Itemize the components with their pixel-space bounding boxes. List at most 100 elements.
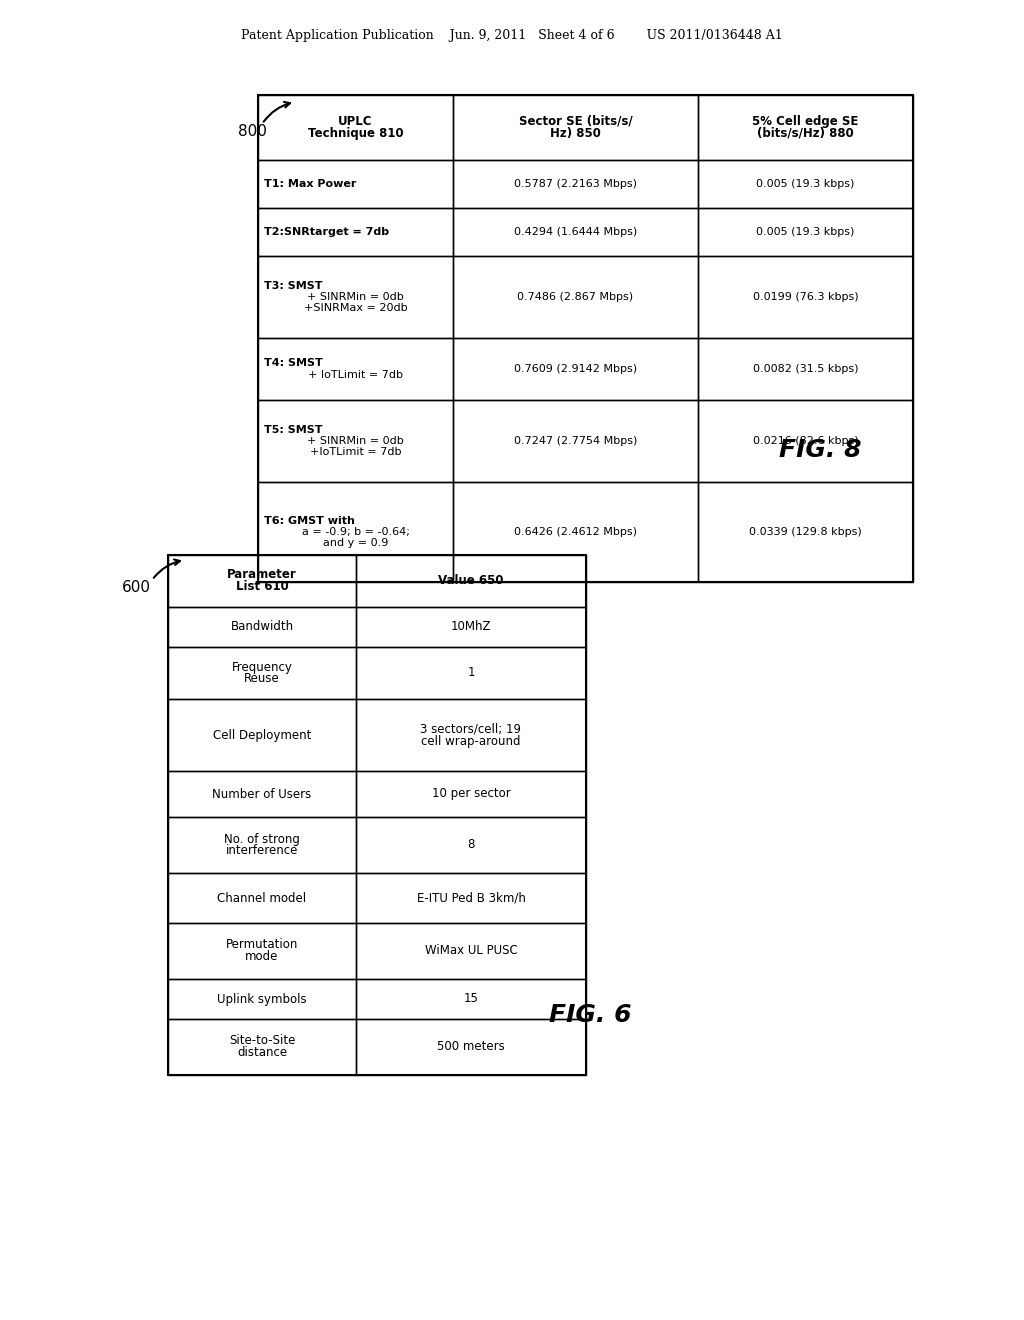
Bar (356, 700, 586, 771)
Text: 0.7247 (2.7754 Mbps): 0.7247 (2.7754 Mbps) (514, 436, 637, 446)
Text: Reuse: Reuse (244, 672, 280, 685)
Text: Permutation: Permutation (226, 939, 298, 952)
Bar (356, 771, 586, 817)
Text: T6: GMST with: T6: GMST with (264, 516, 355, 525)
Text: Value 650: Value 650 (438, 574, 504, 587)
Text: Number of Users: Number of Users (212, 788, 311, 800)
Text: 0.005 (19.3 kbps): 0.005 (19.3 kbps) (757, 180, 855, 189)
Bar (453, 338, 698, 400)
Text: 8: 8 (467, 838, 475, 851)
Text: List 610: List 610 (236, 581, 289, 594)
Bar (258, 256, 453, 338)
Text: T1: Max Power: T1: Max Power (264, 180, 356, 189)
Text: distance: distance (237, 1047, 287, 1060)
Bar (698, 482, 913, 582)
Text: 0.7609 (2.9142 Mbps): 0.7609 (2.9142 Mbps) (514, 364, 637, 374)
Bar (453, 160, 698, 209)
Text: 0.005 (19.3 kbps): 0.005 (19.3 kbps) (757, 227, 855, 238)
Text: 0.0216 (82.6 kbps): 0.0216 (82.6 kbps) (753, 436, 858, 446)
Bar (168, 923, 356, 979)
Bar (453, 209, 698, 256)
Text: 10MhZ: 10MhZ (451, 620, 492, 634)
Text: Sector SE (bits/s/: Sector SE (bits/s/ (519, 115, 632, 128)
Bar (698, 160, 913, 209)
Text: E-ITU Ped B 3km/h: E-ITU Ped B 3km/h (417, 891, 525, 904)
Text: 3 sectors/cell; 19: 3 sectors/cell; 19 (421, 722, 521, 735)
Text: 800: 800 (238, 124, 267, 140)
Text: cell wrap-around: cell wrap-around (421, 734, 521, 747)
Text: Cell Deployment: Cell Deployment (213, 729, 311, 742)
Text: 0.7486 (2.867 Mbps): 0.7486 (2.867 Mbps) (517, 292, 634, 302)
Text: UPLC: UPLC (338, 115, 373, 128)
Text: + SINRMin = 0db: + SINRMin = 0db (307, 436, 403, 446)
Text: T3: SMST: T3: SMST (264, 281, 323, 290)
Bar (168, 700, 356, 771)
Text: and y = 0.9: and y = 0.9 (323, 539, 388, 548)
Text: interference: interference (226, 845, 298, 858)
Bar (453, 95, 698, 160)
Text: FIG. 6: FIG. 6 (549, 1003, 631, 1027)
Text: 0.4294 (1.6444 Mbps): 0.4294 (1.6444 Mbps) (514, 227, 637, 238)
Bar (168, 771, 356, 817)
Bar (168, 1019, 356, 1074)
Bar (698, 338, 913, 400)
Text: No. of strong: No. of strong (224, 833, 300, 846)
Text: Bandwidth: Bandwidth (230, 620, 294, 634)
Bar (258, 482, 453, 582)
Text: +SINRMax = 20db: +SINRMax = 20db (304, 304, 408, 313)
Text: + IoTLimit = 7db: + IoTLimit = 7db (308, 370, 403, 380)
Text: Uplink symbols: Uplink symbols (217, 993, 307, 1006)
Text: 5% Cell edge SE: 5% Cell edge SE (753, 115, 859, 128)
Text: 0.0082 (31.5 kbps): 0.0082 (31.5 kbps) (753, 364, 858, 374)
Text: 15: 15 (464, 993, 478, 1006)
Bar (356, 1019, 586, 1074)
Text: Site-to-Site: Site-to-Site (228, 1035, 295, 1048)
Text: 0.0339 (129.8 kbps): 0.0339 (129.8 kbps) (750, 527, 862, 537)
Bar (356, 817, 586, 873)
Bar (168, 817, 356, 873)
Text: (bits/s/Hz) 880: (bits/s/Hz) 880 (757, 127, 854, 140)
Bar (698, 400, 913, 482)
Bar (168, 554, 586, 1074)
Bar (168, 873, 356, 923)
Text: 0.0199 (76.3 kbps): 0.0199 (76.3 kbps) (753, 292, 858, 302)
Bar (453, 256, 698, 338)
Bar (258, 400, 453, 482)
Bar (258, 95, 453, 160)
Text: Frequency: Frequency (231, 660, 293, 673)
Text: + SINRMin = 0db: + SINRMin = 0db (307, 292, 403, 302)
Bar (356, 873, 586, 923)
Bar (258, 338, 453, 400)
Text: a = -0.9; b = -0.64;: a = -0.9; b = -0.64; (301, 527, 410, 537)
Text: T5: SMST: T5: SMST (264, 425, 323, 436)
Bar (453, 482, 698, 582)
Bar (698, 209, 913, 256)
Bar (258, 209, 453, 256)
Text: +IoTLimit = 7db: +IoTLimit = 7db (309, 447, 401, 457)
Bar (356, 979, 586, 1019)
Text: FIG. 8: FIG. 8 (778, 438, 861, 462)
Text: 600: 600 (122, 581, 151, 595)
Text: Patent Application Publication    Jun. 9, 2011   Sheet 4 of 6        US 2011/013: Patent Application Publication Jun. 9, 2… (241, 29, 783, 41)
Bar (168, 554, 356, 607)
Text: WiMax UL PUSC: WiMax UL PUSC (425, 945, 517, 957)
Bar (168, 979, 356, 1019)
Bar (356, 647, 586, 700)
Text: 0.5787 (2.2163 Mbps): 0.5787 (2.2163 Mbps) (514, 180, 637, 189)
Bar (168, 647, 356, 700)
Text: Hz) 850: Hz) 850 (550, 127, 601, 140)
Bar (698, 95, 913, 160)
Text: 0.6426 (2.4612 Mbps): 0.6426 (2.4612 Mbps) (514, 527, 637, 537)
Text: Technique 810: Technique 810 (307, 127, 403, 140)
Text: Parameter: Parameter (227, 569, 297, 582)
Bar (356, 607, 586, 647)
Bar (453, 400, 698, 482)
Bar (698, 256, 913, 338)
Bar (258, 160, 453, 209)
Text: 10 per sector: 10 per sector (432, 788, 510, 800)
Bar (356, 923, 586, 979)
Text: 500 meters: 500 meters (437, 1040, 505, 1053)
Text: T4: SMST: T4: SMST (264, 359, 323, 368)
Bar (168, 607, 356, 647)
Bar (258, 95, 913, 582)
